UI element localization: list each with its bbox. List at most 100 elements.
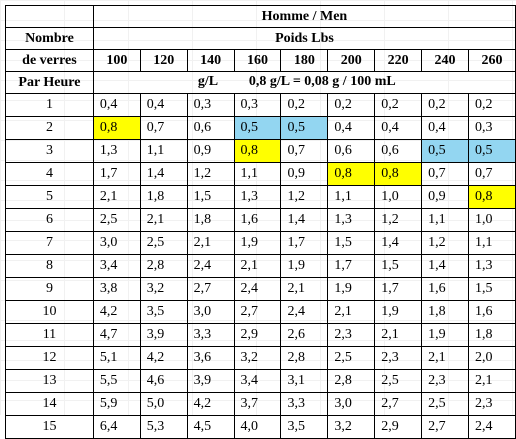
bac-value-cell[interactable]: 2,7 (421, 415, 469, 439)
bac-value-cell[interactable]: 2,5 (327, 346, 376, 370)
bac-value-cell[interactable]: 2,7 (374, 392, 423, 416)
bac-value-cell[interactable]: 2,7 (186, 277, 235, 301)
bac-value-cell[interactable]: 0,6 (327, 139, 376, 163)
bac-value-cell[interactable]: 0,9 (186, 139, 235, 163)
bac-value-cell[interactable]: 0,4 (327, 116, 376, 140)
bac-value-cell[interactable]: 2,1 (280, 277, 329, 301)
bac-value-cell[interactable]: 1,2 (280, 185, 329, 209)
bac-value-cell[interactable]: 2,9 (233, 323, 282, 347)
bac-value-cell[interactable]: 0,6 (374, 139, 423, 163)
bac-value-cell[interactable]: 3,4 (233, 369, 282, 393)
weight-header-180[interactable]: 180 (280, 49, 329, 72)
bac-value-cell[interactable]: 0,8 (374, 162, 423, 186)
bac-value-cell[interactable]: 2,1 (327, 300, 376, 324)
units-cell[interactable]: g/L 0,8 g/L = 0,08 g / 100 mL (92, 71, 516, 94)
weight-header-160[interactable]: 160 (233, 49, 282, 72)
bac-value-cell[interactable]: 1,7 (374, 277, 423, 301)
bac-value-cell[interactable]: 1,3 (327, 208, 376, 232)
bac-value-cell[interactable]: 1,1 (468, 231, 516, 255)
drinks-count-cell[interactable]: 11 (5, 323, 94, 347)
bac-value-cell[interactable]: 0,4 (374, 116, 423, 140)
bac-value-cell[interactable]: 5,9 (92, 392, 141, 416)
bac-value-cell[interactable]: 5,1 (92, 346, 141, 370)
bac-value-cell[interactable]: 1,9 (421, 323, 469, 347)
bac-value-cell[interactable]: 0,9 (421, 185, 469, 209)
bac-value-cell[interactable]: 6,4 (92, 415, 141, 439)
bac-value-cell[interactable]: 2,1 (186, 231, 235, 255)
drinks-count-cell[interactable]: 12 (5, 346, 94, 370)
bac-value-cell[interactable]: 0,7 (468, 162, 516, 186)
bac-value-cell[interactable]: 1,6 (468, 300, 516, 324)
drinks-count-cell[interactable]: 8 (5, 254, 94, 278)
bac-value-cell[interactable]: 2,1 (421, 346, 469, 370)
bac-value-cell[interactable]: 1,3 (92, 139, 141, 163)
bac-value-cell[interactable]: 2,8 (139, 254, 188, 278)
bac-value-cell[interactable]: 1,1 (139, 139, 188, 163)
bac-value-cell[interactable]: 2,9 (374, 415, 423, 439)
bac-value-cell[interactable]: 3,2 (139, 277, 188, 301)
bac-value-cell[interactable]: 2,4 (468, 415, 516, 439)
bac-value-cell[interactable]: 4,2 (92, 300, 141, 324)
bac-value-cell[interactable]: 0,2 (374, 93, 423, 117)
bac-value-cell[interactable]: 0,5 (280, 116, 329, 140)
bac-value-cell[interactable]: 1,7 (327, 254, 376, 278)
bac-value-cell[interactable]: 1,9 (327, 277, 376, 301)
bac-value-cell[interactable]: 2,8 (327, 369, 376, 393)
bac-value-cell[interactable]: 2,1 (374, 323, 423, 347)
bac-value-cell[interactable]: 0,2 (468, 93, 516, 117)
bac-value-cell[interactable]: 1,8 (186, 208, 235, 232)
bac-value-cell[interactable]: 2,4 (233, 277, 282, 301)
drinks-count-cell[interactable]: 14 (5, 392, 94, 416)
bac-value-cell[interactable]: 0,5 (233, 116, 282, 140)
bac-value-cell[interactable]: 3,5 (280, 415, 329, 439)
bac-value-cell[interactable]: 0,4 (421, 116, 469, 140)
bac-value-cell[interactable]: 3,1 (280, 369, 329, 393)
bac-value-cell[interactable]: 1,0 (468, 208, 516, 232)
table-subtitle[interactable]: Poids Lbs (92, 27, 516, 50)
bac-value-cell[interactable]: 1,2 (374, 208, 423, 232)
bac-value-cell[interactable]: 2,1 (92, 185, 141, 209)
bac-value-cell[interactable]: 2,7 (233, 300, 282, 324)
drinks-count-cell[interactable]: 7 (5, 231, 94, 255)
bac-value-cell[interactable]: 3,2 (233, 346, 282, 370)
drinks-count-cell[interactable]: 10 (5, 300, 94, 324)
bac-value-cell[interactable]: 4,5 (186, 415, 235, 439)
bac-value-cell[interactable]: 1,2 (186, 162, 235, 186)
bac-value-cell[interactable]: 3,0 (327, 392, 376, 416)
weight-header-200[interactable]: 200 (327, 49, 376, 72)
bac-value-cell[interactable]: 0,2 (327, 93, 376, 117)
row-label-line-1[interactable]: Nombre (5, 27, 94, 50)
bac-value-cell[interactable]: 3,0 (92, 231, 141, 255)
bac-value-cell[interactable]: 1,5 (468, 277, 516, 301)
bac-value-cell[interactable]: 1,4 (421, 254, 469, 278)
drinks-count-cell[interactable]: 4 (5, 162, 94, 186)
bac-value-cell[interactable]: 1,6 (421, 277, 469, 301)
bac-value-cell[interactable]: 1,9 (374, 300, 423, 324)
bac-value-cell[interactable]: 1,4 (280, 208, 329, 232)
bac-value-cell[interactable]: 0,7 (139, 116, 188, 140)
bac-value-cell[interactable]: 2,1 (468, 369, 516, 393)
bac-value-cell[interactable]: 3,8 (92, 277, 141, 301)
bac-value-cell[interactable]: 2,0 (468, 346, 516, 370)
bac-value-cell[interactable]: 1,7 (280, 231, 329, 255)
row-label-line-2[interactable]: de verres (5, 49, 94, 72)
bac-value-cell[interactable]: 0,9 (280, 162, 329, 186)
bac-value-cell[interactable]: 2,1 (139, 208, 188, 232)
bac-value-cell[interactable]: 2,1 (233, 254, 282, 278)
bac-value-cell[interactable]: 2,3 (327, 323, 376, 347)
bac-value-cell[interactable]: 0,3 (233, 93, 282, 117)
bac-value-cell[interactable]: 5,3 (139, 415, 188, 439)
weight-header-100[interactable]: 100 (92, 49, 141, 72)
bac-value-cell[interactable]: 0,4 (92, 93, 141, 117)
bac-value-cell[interactable]: 5,0 (139, 392, 188, 416)
bac-value-cell[interactable]: 3,9 (139, 323, 188, 347)
bac-value-cell[interactable]: 1,4 (374, 231, 423, 255)
bac-value-cell[interactable]: 3,5 (139, 300, 188, 324)
bac-value-cell[interactable]: 3,3 (186, 323, 235, 347)
bac-value-cell[interactable]: 2,4 (186, 254, 235, 278)
weight-header-120[interactable]: 120 (139, 49, 188, 72)
bac-value-cell[interactable]: 2,5 (92, 208, 141, 232)
weight-header-140[interactable]: 140 (186, 49, 235, 72)
bac-value-cell[interactable]: 0,8 (233, 139, 282, 163)
bac-value-cell[interactable]: 4,7 (92, 323, 141, 347)
